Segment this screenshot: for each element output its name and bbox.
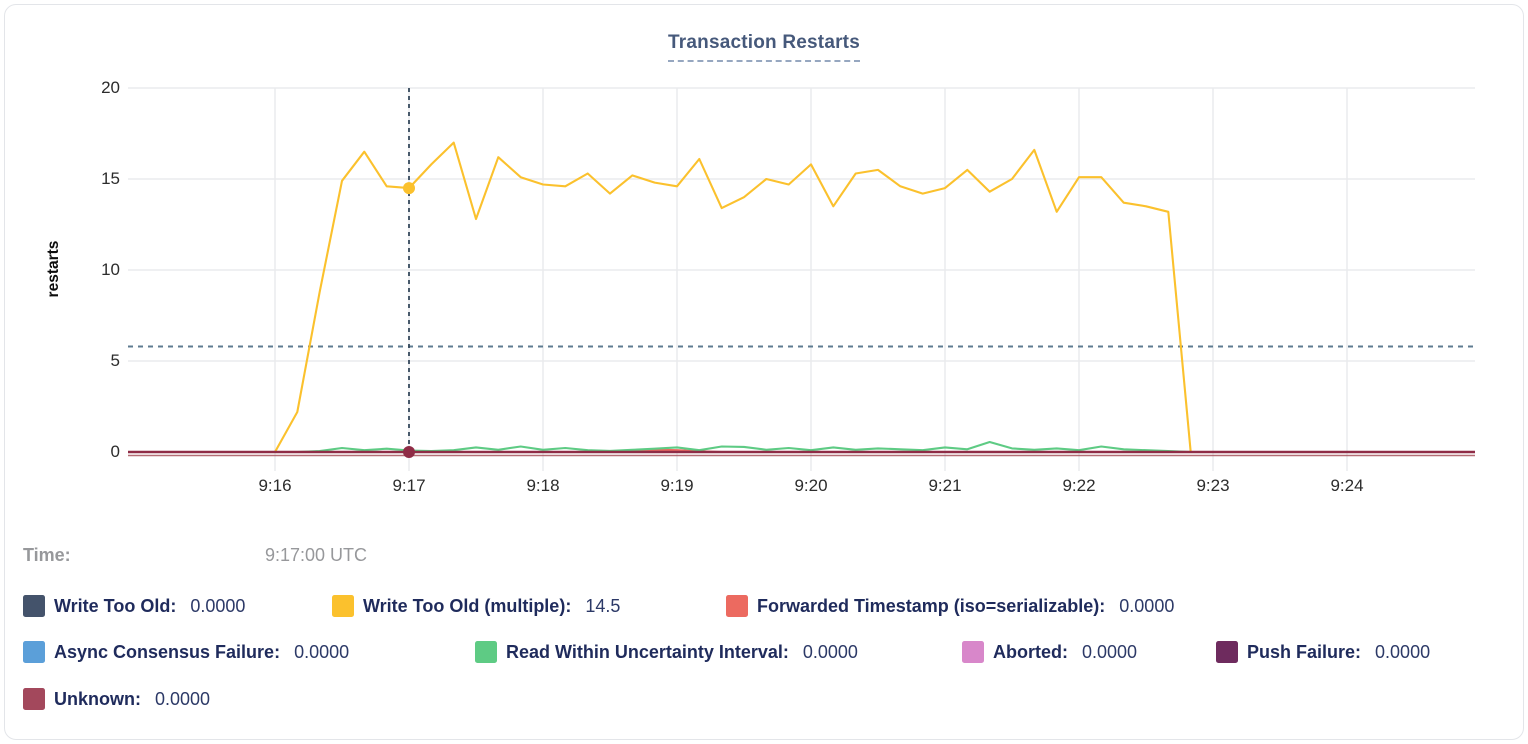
legend-value: 0.0000	[1375, 641, 1431, 662]
legend-swatch-push-failure	[1216, 641, 1238, 663]
legend-item-read-within-uncertainty-interval: Read Within Uncertainty Interval: 0.0000	[475, 641, 858, 663]
legend-value: 0.0000	[294, 641, 350, 662]
y-axis-tick-label: 5	[110, 351, 120, 370]
legend-swatch-async-consensus-failure	[23, 641, 45, 663]
legend-label: Unknown:	[54, 688, 141, 709]
y-axis-tick-label: 10	[101, 260, 120, 279]
y-axis-tick-label: 15	[101, 169, 120, 188]
legend-value: 0.0000	[1119, 595, 1175, 616]
legend-swatch-forwarded-timestamp-iso-serializable	[726, 595, 748, 617]
legend-item-aborted: Aborted: 0.0000	[962, 641, 1137, 663]
legend-label: Write Too Old (multiple):	[363, 595, 572, 616]
x-axis-tick-label: 9:23	[1196, 476, 1230, 495]
y-axis-tick-label: 20	[101, 78, 120, 97]
legend-item-forwarded-timestamp-iso-serializable: Forwarded Timestamp (iso=serializable): 0…	[726, 595, 1174, 617]
x-axis-tick-label: 9:18	[526, 476, 560, 495]
series-line-write-too-old-multiple	[273, 141, 1192, 454]
legend-swatch-read-within-uncertainty-interval	[475, 641, 497, 663]
legend-label: Async Consensus Failure:	[54, 641, 281, 662]
crosshair-dot-unknown	[403, 446, 415, 458]
legend-item-write-too-old: Write Too Old: 0.0000	[23, 595, 245, 617]
legend-label: Forwarded Timestamp (iso=serializable):	[757, 595, 1106, 616]
legend-value: 0.0000	[155, 688, 211, 709]
legend-item-unknown: Unknown: 0.0000	[23, 688, 210, 710]
legend-swatch-unknown	[23, 688, 45, 710]
legend-value: 0.0000	[802, 641, 858, 662]
chart-plot-area[interactable]	[128, 75, 1475, 483]
legend-row-2: Async Consensus Failure: 0.0000 Read Withi…	[5, 641, 1523, 667]
legend-value: 0.0000	[190, 595, 246, 616]
legend-swatch-write-too-old	[23, 595, 45, 617]
x-axis-tick-label: 9:22	[1062, 476, 1096, 495]
legend-swatch-aborted	[962, 641, 984, 663]
hover-time-label: Time:	[23, 545, 71, 565]
chart-title[interactable]: Transaction Restarts	[668, 32, 860, 62]
legend-row-1: Write Too Old: 0.0000 Write Too Old (multi…	[5, 595, 1523, 621]
legend-label: Read Within Uncertainty Interval:	[506, 641, 789, 662]
legend-item-push-failure: Push Failure: 0.0000	[1216, 641, 1430, 663]
crosshair-dot-write-too-old-multiple	[403, 182, 415, 195]
x-axis-tick-label: 9:20	[794, 476, 828, 495]
legend-label: Aborted:	[993, 641, 1068, 662]
chart-header: Transaction Restarts	[5, 32, 1523, 62]
legend-value: 14.5	[585, 595, 621, 616]
hover-time-value: 9:17:00 UTC	[265, 545, 368, 565]
x-axis-tick-label: 9:21	[928, 476, 962, 495]
legend-label: Write Too Old:	[54, 595, 177, 616]
legend-item-async-consensus-failure: Async Consensus Failure: 0.0000	[23, 641, 349, 663]
hover-time-row: Time: 9:17:00 UTC	[5, 545, 1523, 569]
x-axis-tick-label: 9:19	[660, 476, 694, 495]
legend-item-write-too-old-multiple: Write Too Old (multiple): 14.5	[332, 595, 620, 617]
legend-value: 0.0000	[1082, 641, 1138, 662]
legend-label: Push Failure:	[1247, 641, 1362, 662]
x-axis-tick-label: 9:24	[1330, 476, 1364, 495]
y-axis-tick-label: 0	[110, 442, 120, 461]
legend-swatch-write-too-old-multiple	[332, 595, 354, 617]
x-axis-tick-label: 9:17	[392, 476, 426, 495]
legend-row-3: Unknown: 0.0000	[5, 688, 1523, 714]
transaction-restarts-panel: Transaction Restarts restarts 0 5 10 15 20 9…	[4, 4, 1524, 740]
x-axis-tick-label: 9:16	[258, 476, 292, 495]
